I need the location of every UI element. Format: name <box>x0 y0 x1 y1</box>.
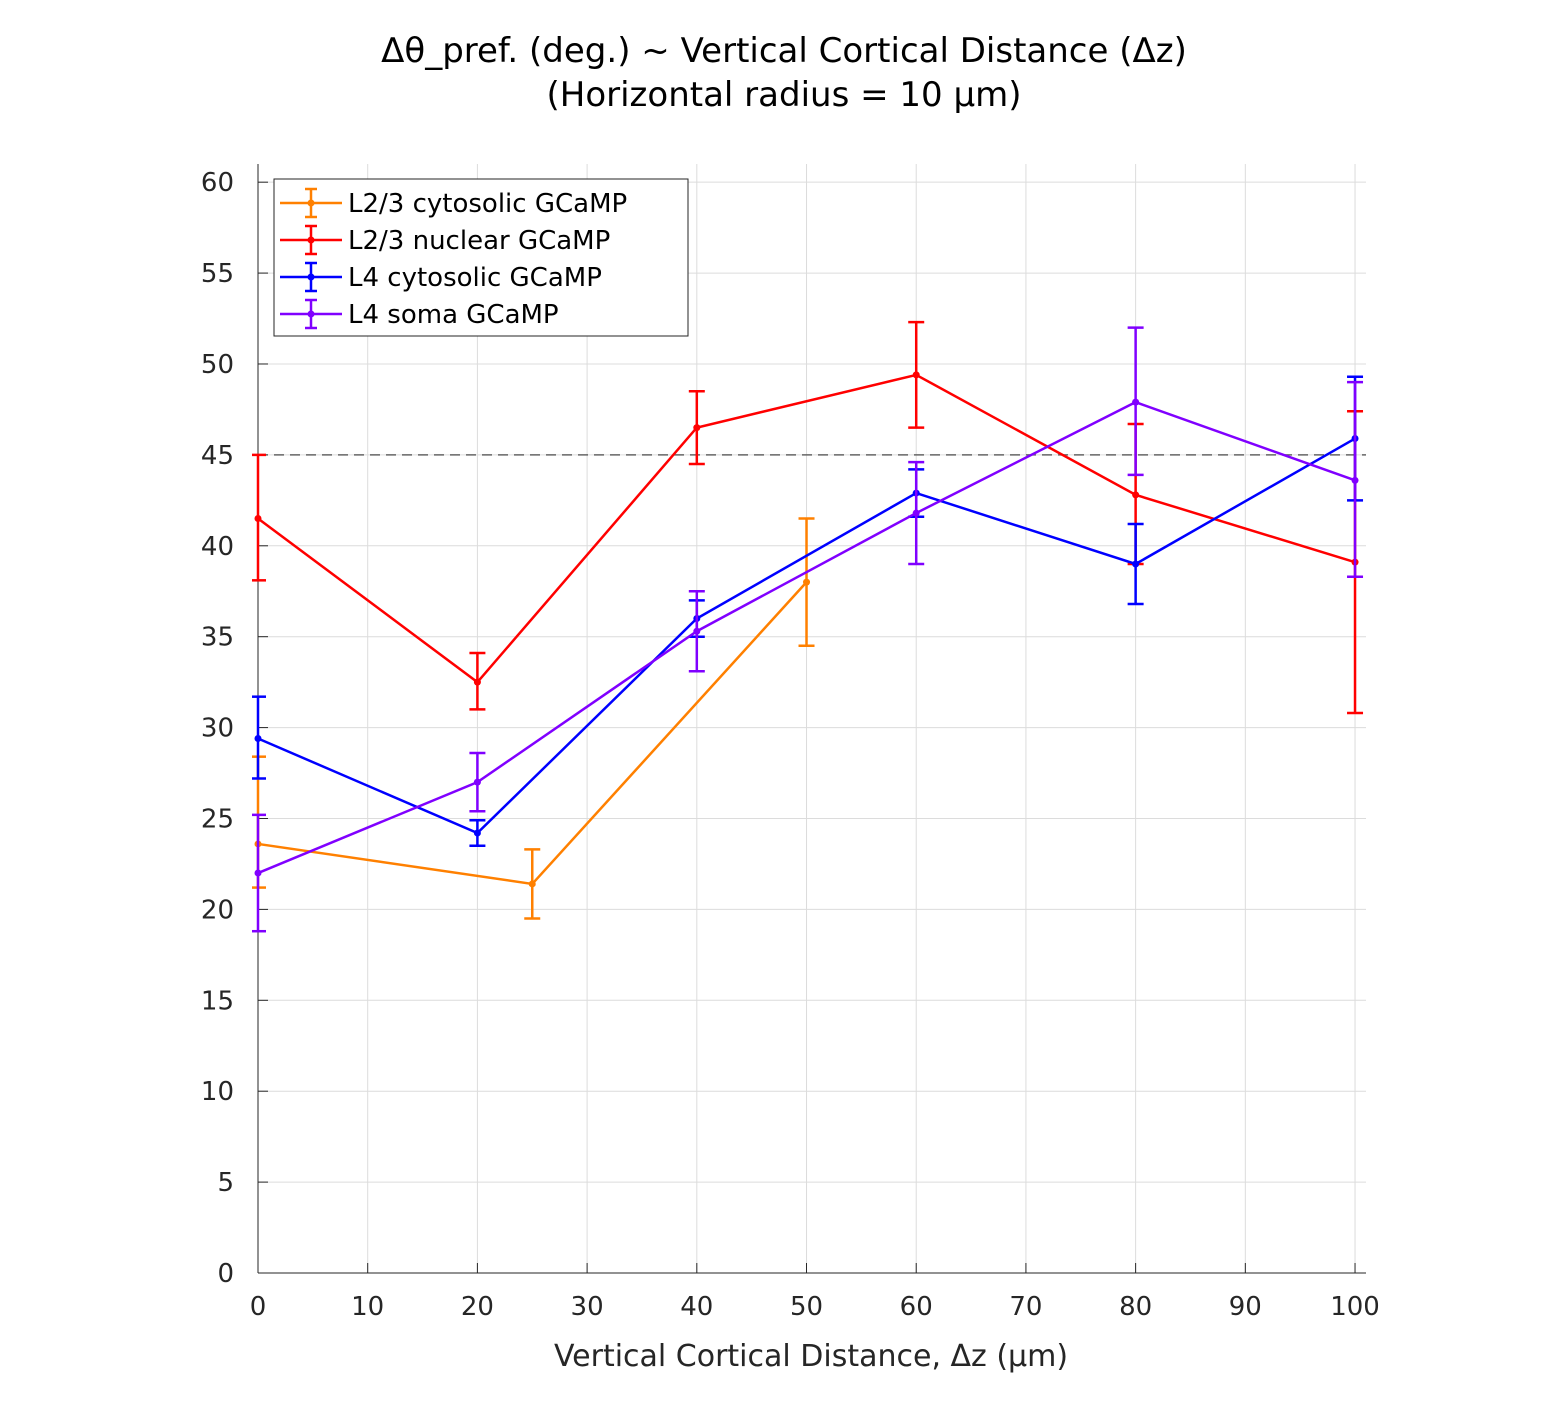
axes: 0 10 20 30 40 50 60 70 80 90 100 0 5 10 15 20 25 30 35 40 45… <box>201 164 1380 1322</box>
data-point <box>473 678 481 686</box>
x-tick-label: 0 <box>250 1292 267 1322</box>
x-tick-label: 90 <box>1229 1292 1262 1322</box>
y-tick-label: 35 <box>201 623 234 653</box>
legend-entry: L4 cytosolic GCaMP <box>280 261 602 293</box>
x-tick-label: 80 <box>1119 1292 1152 1322</box>
data-point <box>693 424 701 432</box>
data-point <box>803 578 811 586</box>
legend-swatch-marker <box>307 310 315 318</box>
data-point <box>254 869 262 877</box>
series-3 <box>252 326 1364 933</box>
legend-entry: L2/3 cytosolic GCaMP <box>280 187 627 219</box>
y-tick-label: 25 <box>201 804 234 834</box>
data-point <box>1132 491 1140 499</box>
x-tick-label: 30 <box>571 1292 604 1322</box>
y-tick-label: 15 <box>201 986 234 1016</box>
chart-subtitle: (Horizontal radius = 10 μm) <box>547 75 1022 115</box>
x-tick-label: 60 <box>900 1292 933 1322</box>
legend-label: L2/3 nuclear GCaMP <box>348 226 610 256</box>
legend-box <box>273 178 689 337</box>
legend-swatch-marker <box>307 236 315 244</box>
x-tick-label: 50 <box>790 1292 823 1322</box>
series-0 <box>252 517 815 920</box>
x-tick-label: 20 <box>461 1292 494 1322</box>
legend-label: L2/3 cytosolic GCaMP <box>348 189 627 219</box>
series-line <box>257 437 1356 835</box>
data-point <box>693 627 701 635</box>
data-point <box>1132 560 1140 568</box>
legend-entry: L2/3 nuclear GCaMP <box>280 224 610 256</box>
y-tick-label: 5 <box>217 1168 234 1198</box>
series-line <box>257 373 1356 684</box>
data-point <box>1132 398 1140 406</box>
data-point <box>254 734 262 742</box>
legend-swatch-marker <box>307 273 315 281</box>
x-axis-label: Vertical Cortical Distance, Δz (μm) <box>554 1339 1068 1374</box>
x-tick-label: 70 <box>1009 1292 1042 1322</box>
x-tick-label: 40 <box>680 1292 713 1322</box>
legend: L2/3 cytosolic GCaMP L2/3 nuclear GCaMP L4… <box>273 178 689 337</box>
y-tick-label: 10 <box>201 1077 234 1107</box>
y-tick-label: 30 <box>201 714 234 744</box>
legend-swatch-marker <box>307 199 315 207</box>
legend-entry: L4 soma GCaMP <box>280 298 559 330</box>
legend-label: L4 soma GCaMP <box>348 300 559 330</box>
data-point <box>912 509 920 517</box>
data-point <box>254 515 262 523</box>
data-point <box>912 371 920 379</box>
data-point <box>473 829 481 837</box>
legend-label: L4 cytosolic GCaMP <box>348 263 602 293</box>
series-line <box>257 400 1356 875</box>
chart-title: Δθ_pref. (deg.) ~ Vertical Cortical Dist… <box>381 31 1187 71</box>
y-tick-label: 50 <box>201 350 234 380</box>
y-tick-label: 20 <box>201 895 234 925</box>
data-point <box>1351 476 1359 484</box>
y-tick-label: 60 <box>201 168 234 198</box>
y-tick-label: 0 <box>217 1259 234 1289</box>
data-point <box>528 880 536 888</box>
x-tick-label: 10 <box>351 1292 384 1322</box>
y-tick-label: 45 <box>201 441 234 471</box>
series-group <box>252 320 1364 933</box>
y-tick-label: 40 <box>201 532 234 562</box>
x-tick-label: 100 <box>1330 1292 1380 1322</box>
data-point <box>473 778 481 786</box>
y-tick-label: 55 <box>201 259 234 289</box>
